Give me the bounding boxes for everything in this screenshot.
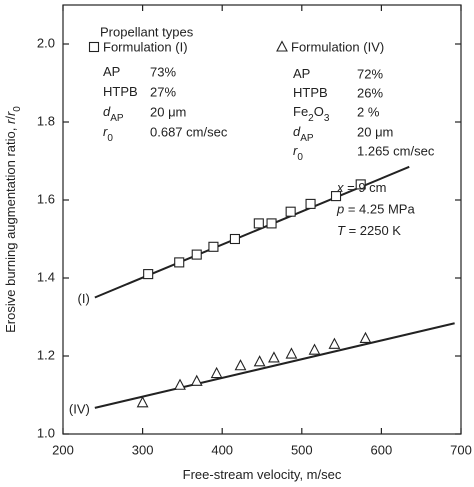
text-part: d — [103, 104, 111, 119]
composition-name: AP — [103, 64, 120, 79]
square-marker — [88, 41, 100, 53]
composition-value: 27% — [150, 84, 176, 99]
composition-name: dAP — [293, 124, 314, 144]
text-part: p — [336, 202, 344, 217]
x-tick-label: 700 — [450, 442, 472, 457]
y-tick-label: 2.0 — [37, 35, 55, 50]
square-marker — [229, 233, 240, 245]
square-marker — [266, 218, 277, 229]
x-tick-label: 500 — [291, 442, 313, 457]
text-part: r — [3, 119, 18, 124]
text-part: HTPB — [103, 84, 138, 99]
text-part: T — [337, 223, 346, 238]
triangle-marker — [328, 337, 341, 349]
y-tick-label: 1.0 — [37, 425, 55, 440]
text-part: AP — [300, 133, 314, 144]
square-marker — [143, 269, 154, 280]
legend-label: Formulation (I) — [103, 39, 188, 54]
triangle-marker — [210, 366, 223, 379]
fit-label: (I) — [78, 291, 90, 306]
composition-name: HTPB — [293, 85, 328, 100]
square-marker — [253, 218, 264, 229]
text-part: r — [3, 111, 18, 116]
legend-title: Propellant types — [100, 24, 194, 39]
text-part: AP — [103, 64, 120, 79]
composition-value: 20 μm — [150, 104, 186, 119]
triangle-marker — [253, 355, 266, 367]
text-part: AP — [293, 66, 310, 81]
triangle-marker — [136, 396, 149, 408]
composition-name: r0 — [293, 143, 303, 163]
triangle-marker — [285, 347, 298, 359]
composition-value: 73% — [150, 64, 176, 79]
text-part: d — [293, 124, 301, 139]
composition-value: 72% — [357, 66, 383, 81]
text-part: 3 — [324, 113, 330, 124]
y-tick-label: 1.6 — [37, 191, 55, 206]
text-part: 2 — [308, 113, 314, 124]
text-part: / — [3, 116, 18, 120]
text-part: = 4.25 MPa — [344, 202, 415, 217]
square-marker — [191, 249, 202, 260]
text-part: 0 — [297, 152, 303, 163]
legend-label: Formulation (IV) — [291, 39, 384, 54]
annotation: x = 9 cm — [336, 180, 387, 195]
y-tick-label: 1.8 — [37, 113, 55, 128]
y-axis-label: Erosive burning augmentation ratio, r/r0 — [3, 106, 23, 333]
square-marker — [330, 191, 342, 202]
text-part: Free-stream velocity, m/sec — [183, 467, 342, 482]
triangle-marker — [276, 40, 288, 52]
annotation: p = 4.25 MPa — [336, 202, 415, 217]
fit-label: (IV) — [69, 401, 90, 416]
square-marker — [305, 198, 316, 209]
composition-name: dAP — [103, 104, 124, 124]
text-part: 0 — [12, 106, 23, 112]
text-part: Erosive burning augmentation ratio, — [3, 124, 18, 333]
composition-name: r0 — [103, 124, 113, 144]
triangle-marker — [174, 378, 186, 390]
composition-name: Fe2O3 — [293, 104, 330, 124]
text-part: = 9 cm — [344, 180, 387, 195]
square-marker — [355, 179, 366, 190]
triangle-marker — [190, 374, 203, 386]
x-tick-label: 400 — [211, 442, 233, 457]
x-tick-label: 300 — [132, 442, 154, 457]
x-axis-label: Free-stream velocity, m/sec — [183, 467, 342, 482]
composition-value: 20 μm — [357, 124, 393, 139]
text-part: r — [293, 143, 298, 158]
text-part: AP — [110, 113, 124, 124]
composition-value: 26% — [357, 85, 383, 100]
composition-name: AP — [293, 66, 310, 81]
plot-frame — [62, 4, 462, 435]
composition-value: 0.687 cm/sec — [150, 124, 228, 139]
x-tick-label: 200 — [52, 442, 74, 457]
triangle-marker — [308, 343, 321, 355]
square-marker — [208, 241, 219, 252]
y-tick-label: 1.4 — [37, 269, 55, 284]
square-marker — [285, 206, 296, 217]
x-tick-label: 600 — [371, 442, 393, 457]
composition-value: 2 % — [357, 104, 380, 119]
square-marker — [174, 257, 185, 268]
triangle-marker — [268, 351, 280, 363]
text-part: r — [103, 124, 108, 139]
text-part: HTPB — [293, 85, 328, 100]
composition-name: HTPB — [103, 84, 138, 99]
y-tick-label: 1.2 — [37, 347, 55, 362]
text-part: 0 — [107, 133, 113, 144]
triangle-marker — [359, 331, 372, 344]
fit-line — [94, 322, 455, 409]
text-part: = 2250 K — [345, 223, 401, 238]
text-part: x — [336, 180, 344, 195]
annotation: T = 2250 K — [337, 223, 401, 238]
text-part: O — [314, 104, 324, 119]
composition-value: 1.265 cm/sec — [357, 143, 435, 158]
triangle-marker — [234, 359, 247, 371]
text-part: Fe — [293, 104, 308, 119]
